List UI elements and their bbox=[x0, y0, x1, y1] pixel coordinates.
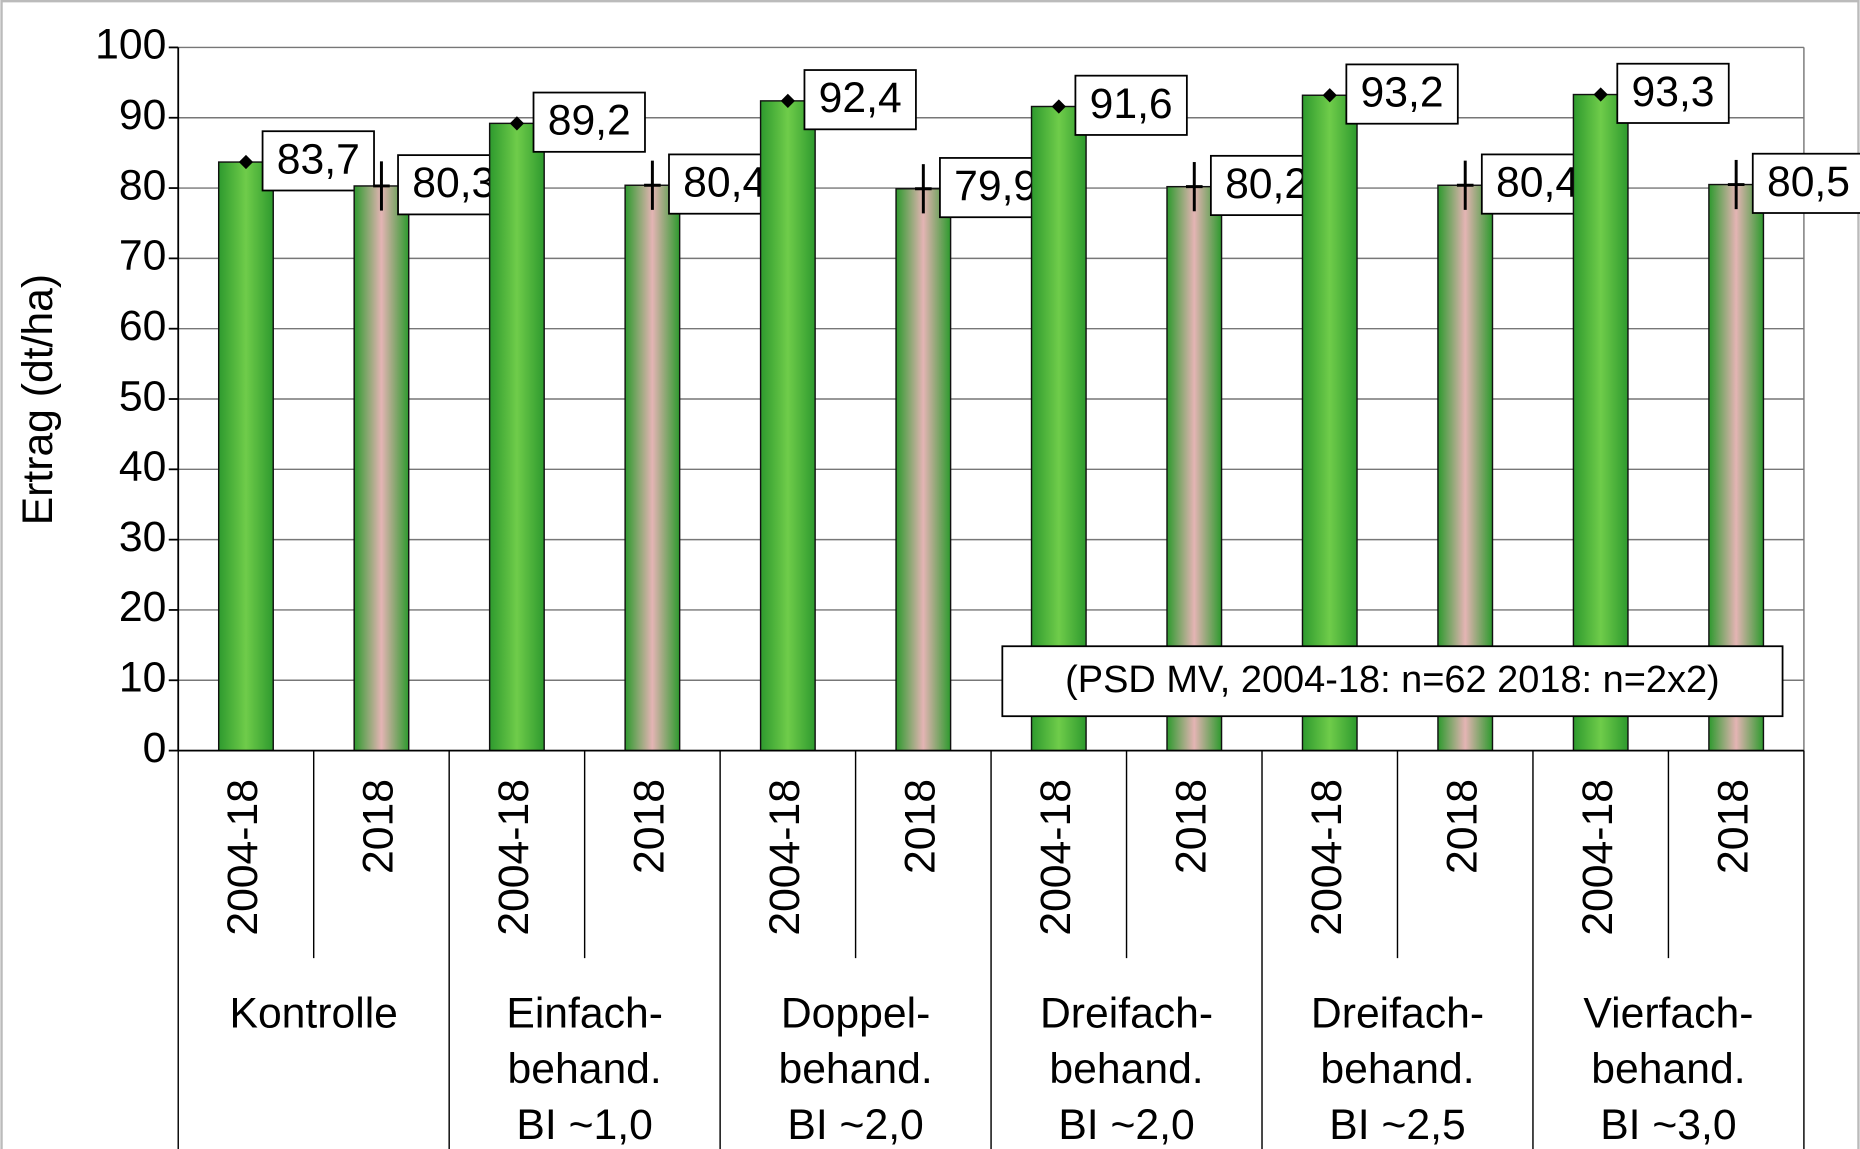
value-label: 83,7 bbox=[277, 135, 360, 183]
bar bbox=[624, 184, 681, 752]
value-label: 79,9 bbox=[954, 162, 1037, 210]
y-tick-label: 100 bbox=[95, 21, 166, 69]
marker bbox=[238, 154, 254, 170]
value-label: 91,6 bbox=[1090, 80, 1173, 128]
group-label: BI ~2,0 bbox=[787, 1101, 923, 1149]
y-tick-label: 30 bbox=[119, 513, 166, 561]
value-label-box bbox=[532, 91, 646, 153]
bar bbox=[217, 161, 274, 752]
y-tick-label: 70 bbox=[119, 232, 166, 280]
y-tick-label: 10 bbox=[119, 654, 166, 702]
x-tick-label: 2004-18 bbox=[1303, 779, 1351, 936]
marker bbox=[1593, 87, 1608, 102]
value-label: 80,5 bbox=[1767, 158, 1850, 206]
x-tick-label: 2004-18 bbox=[1032, 779, 1080, 936]
y-tick-label: 0 bbox=[143, 724, 167, 772]
x-tick-label: 2018 bbox=[626, 779, 674, 874]
value-label: 80,4 bbox=[1496, 159, 1579, 207]
value-label-box bbox=[1751, 152, 1860, 214]
value-label: 93,2 bbox=[1361, 69, 1444, 117]
group-label: Dreifach- bbox=[1040, 989, 1213, 1037]
y-tick-label: 80 bbox=[119, 161, 166, 209]
annotation-box bbox=[1001, 645, 1784, 718]
group-label: Dreifach- bbox=[1311, 989, 1484, 1037]
group-label: BI ~3,0 bbox=[1600, 1101, 1736, 1149]
group-label: BI ~1,0 bbox=[516, 1101, 652, 1149]
y-tick-label: 20 bbox=[119, 583, 166, 631]
value-label-box bbox=[1074, 74, 1188, 136]
group-label: behand. bbox=[778, 1045, 932, 1093]
x-tick-label: 2004-18 bbox=[1574, 779, 1622, 936]
bar bbox=[488, 122, 545, 752]
marker bbox=[1322, 88, 1337, 103]
x-tick-label: 2018 bbox=[1439, 779, 1487, 874]
x-tick-label: 2018 bbox=[1709, 779, 1757, 874]
value-label: 80,2 bbox=[1225, 160, 1308, 208]
value-label-box bbox=[261, 130, 375, 192]
group-label: behand. bbox=[508, 1045, 662, 1093]
group-label: BI ~2,0 bbox=[1058, 1101, 1194, 1149]
group-label: behand. bbox=[1049, 1045, 1203, 1093]
group-label: behand. bbox=[1591, 1045, 1745, 1093]
value-label: 80,3 bbox=[412, 159, 495, 207]
bar bbox=[1301, 94, 1358, 752]
y-axis-title: Ertrag (dt/ha) bbox=[14, 274, 62, 525]
marker bbox=[509, 116, 525, 131]
group-label: behand. bbox=[1320, 1045, 1474, 1093]
bar bbox=[1030, 105, 1087, 752]
bar bbox=[353, 185, 410, 752]
value-label: 93,3 bbox=[1631, 68, 1714, 116]
group-label: Doppel- bbox=[781, 989, 930, 1037]
group-label: BI ~2,5 bbox=[1329, 1101, 1465, 1149]
value-label-box bbox=[1616, 62, 1730, 124]
bar bbox=[1572, 93, 1629, 752]
x-tick-label: 2004-18 bbox=[761, 779, 809, 936]
y-tick-label: 50 bbox=[119, 372, 166, 420]
group-label: Vierfach- bbox=[1583, 989, 1753, 1037]
bar bbox=[759, 100, 816, 752]
x-tick-label: 2018 bbox=[1168, 779, 1216, 874]
marker bbox=[780, 93, 795, 108]
y-tick-label: 40 bbox=[119, 443, 166, 491]
annotation: (PSD MV, 2004-18: n=62 2018: n=2x2) bbox=[1065, 659, 1720, 701]
value-label-box bbox=[803, 69, 917, 131]
bar bbox=[895, 188, 952, 752]
x-tick-label: 2004-18 bbox=[219, 779, 267, 936]
value-label: 92,4 bbox=[819, 74, 902, 122]
value-label: 80,4 bbox=[683, 159, 766, 207]
x-tick-label: 2004-18 bbox=[490, 779, 538, 936]
group-label: Kontrolle bbox=[229, 989, 397, 1037]
y-tick-label: 60 bbox=[119, 302, 166, 350]
x-tick-label: 2018 bbox=[355, 779, 403, 874]
y-tick-label: 90 bbox=[119, 91, 166, 139]
value-label-box bbox=[1345, 63, 1459, 125]
value-label: 89,2 bbox=[548, 97, 631, 145]
group-label: Einfach- bbox=[506, 989, 663, 1037]
x-tick-label: 2018 bbox=[897, 779, 945, 874]
